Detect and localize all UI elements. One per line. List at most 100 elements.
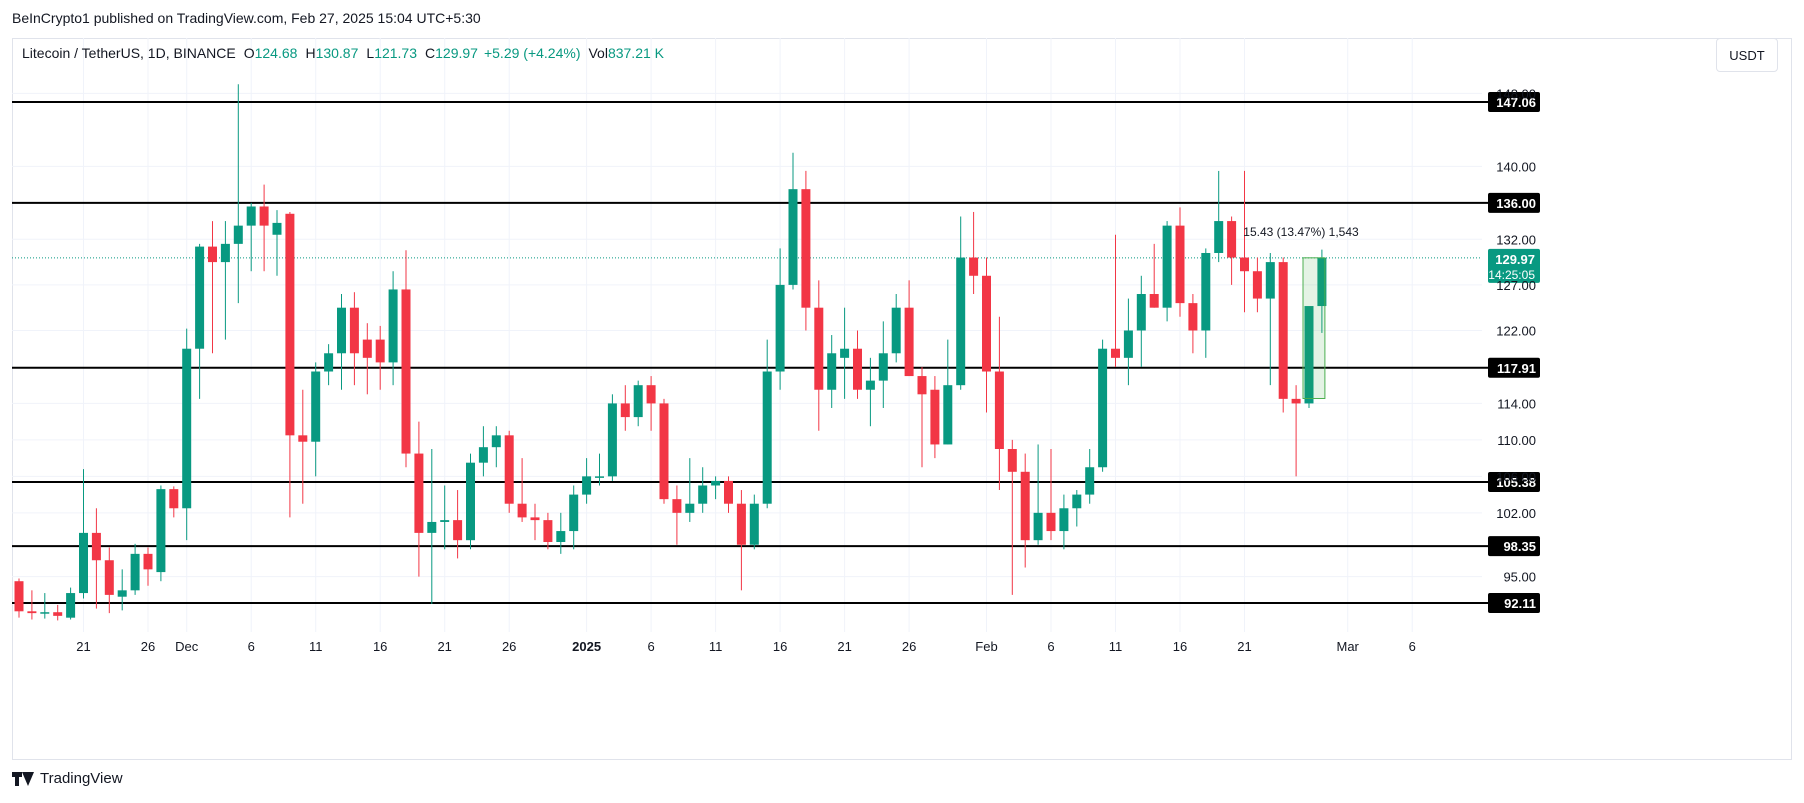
candle: [1149, 243, 1159, 308]
candle: [1214, 170, 1224, 263]
candle-body: [595, 476, 604, 478]
candle-body: [943, 385, 953, 445]
time-axis: 21 26 Dec 6 11 16 21 26 2025 6 11 16 21 26 Feb 6 11 16 21 M…: [76, 639, 1416, 654]
low-value: 121.73: [374, 45, 418, 61]
candle: [1085, 449, 1095, 504]
candle: [337, 294, 346, 390]
support-resistance-levels: 147.06 136.00 117.91 105.38 98.35 92.11 129.97…: [12, 92, 1540, 613]
candle: [517, 458, 527, 522]
measure-label: 15.43 (13.47%) 1,543: [1243, 225, 1359, 239]
candle-body: [1111, 348, 1120, 358]
candle: [143, 547, 153, 586]
candle-body: [53, 612, 63, 616]
level-label-bg: [1488, 593, 1540, 613]
candle-body: [1240, 257, 1249, 272]
candle: [130, 543, 140, 595]
candle: [427, 449, 437, 605]
level-label-bg: [1488, 92, 1540, 112]
volume-label: Vol: [588, 45, 608, 61]
candle-body: [840, 348, 850, 358]
candle-body: [104, 560, 114, 595]
candle-body: [853, 348, 862, 390]
candles: [14, 84, 1327, 621]
candle: [298, 389, 308, 504]
candle-body: [79, 532, 88, 594]
x-tick-label: 11: [709, 639, 723, 654]
candle-body: [956, 257, 966, 386]
candle: [440, 485, 450, 550]
candle-body: [453, 520, 463, 541]
y-tick-label: 140.00: [1496, 159, 1536, 174]
countdown-label: 14:25:05: [1488, 268, 1535, 282]
candle-body: [1278, 262, 1288, 399]
candle: [749, 494, 759, 550]
grid: [12, 38, 1482, 632]
candle-body: [466, 462, 475, 541]
candle: [195, 243, 205, 399]
level-label: 136.00: [1496, 196, 1536, 211]
candle: [672, 485, 682, 545]
candle-body: [801, 189, 811, 308]
candle-body: [388, 289, 398, 363]
candle: [388, 271, 398, 386]
candle: [466, 453, 475, 550]
candle-body: [1046, 512, 1056, 532]
candle: [827, 335, 837, 408]
candle: [1111, 234, 1120, 367]
symbol-name: Litecoin / TetherUS, 1D, BINANCE: [22, 45, 236, 61]
candle-body: [156, 489, 166, 573]
candle-body: [969, 257, 979, 276]
candle-body: [917, 376, 927, 395]
candle-body: [14, 581, 24, 612]
candle: [1304, 306, 1314, 408]
candle: [698, 467, 708, 513]
candle-body: [1227, 221, 1237, 258]
candle: [685, 458, 695, 522]
candle: [1201, 248, 1211, 358]
candle: [724, 476, 733, 513]
candle-body: [259, 206, 269, 226]
chart-frame: [12, 38, 1792, 760]
candle: [711, 476, 721, 500]
candle: [66, 587, 76, 620]
candle: [79, 469, 88, 599]
y-tick-label: 148.00: [1496, 86, 1536, 101]
x-tick-label: 6: [1047, 639, 1054, 654]
x-tick-label: 6: [248, 639, 255, 654]
candle: [943, 339, 953, 445]
candle-body: [1252, 271, 1262, 299]
candle: [53, 604, 63, 621]
candle-body: [1265, 262, 1275, 299]
y-tick-label: 95.00: [1503, 570, 1536, 585]
candle-body: [878, 353, 888, 381]
candle: [1007, 439, 1017, 595]
candle-body: [504, 435, 514, 504]
x-tick-label: 2025: [572, 639, 601, 654]
candle: [1123, 298, 1133, 386]
high-label: H: [305, 45, 316, 61]
level-label: 105.38: [1496, 475, 1536, 490]
candle-body: [646, 385, 656, 404]
candle-body: [1020, 471, 1030, 541]
current-price-label: 129.97: [1495, 252, 1535, 267]
currency-button[interactable]: USDT: [1716, 38, 1778, 72]
candle-body: [298, 435, 308, 442]
candle-body: [556, 531, 566, 543]
candle-body: [1201, 252, 1211, 331]
level-label-bg: [1488, 192, 1540, 213]
candle-body: [736, 503, 746, 545]
candle-body: [246, 206, 256, 226]
candle-body: [724, 480, 733, 504]
candle: [801, 170, 811, 331]
candle-body: [1188, 303, 1198, 331]
candle-body: [337, 307, 346, 354]
candle: [491, 426, 501, 468]
x-tick-label: 16: [1173, 639, 1187, 654]
candle: [956, 216, 966, 390]
candle: [595, 453, 604, 486]
candle: [904, 280, 914, 377]
x-tick-label: 11: [309, 639, 323, 654]
candle-body: [827, 353, 837, 390]
measurement-tool: 15.43 (13.47%) 1,543: [1243, 225, 1359, 399]
